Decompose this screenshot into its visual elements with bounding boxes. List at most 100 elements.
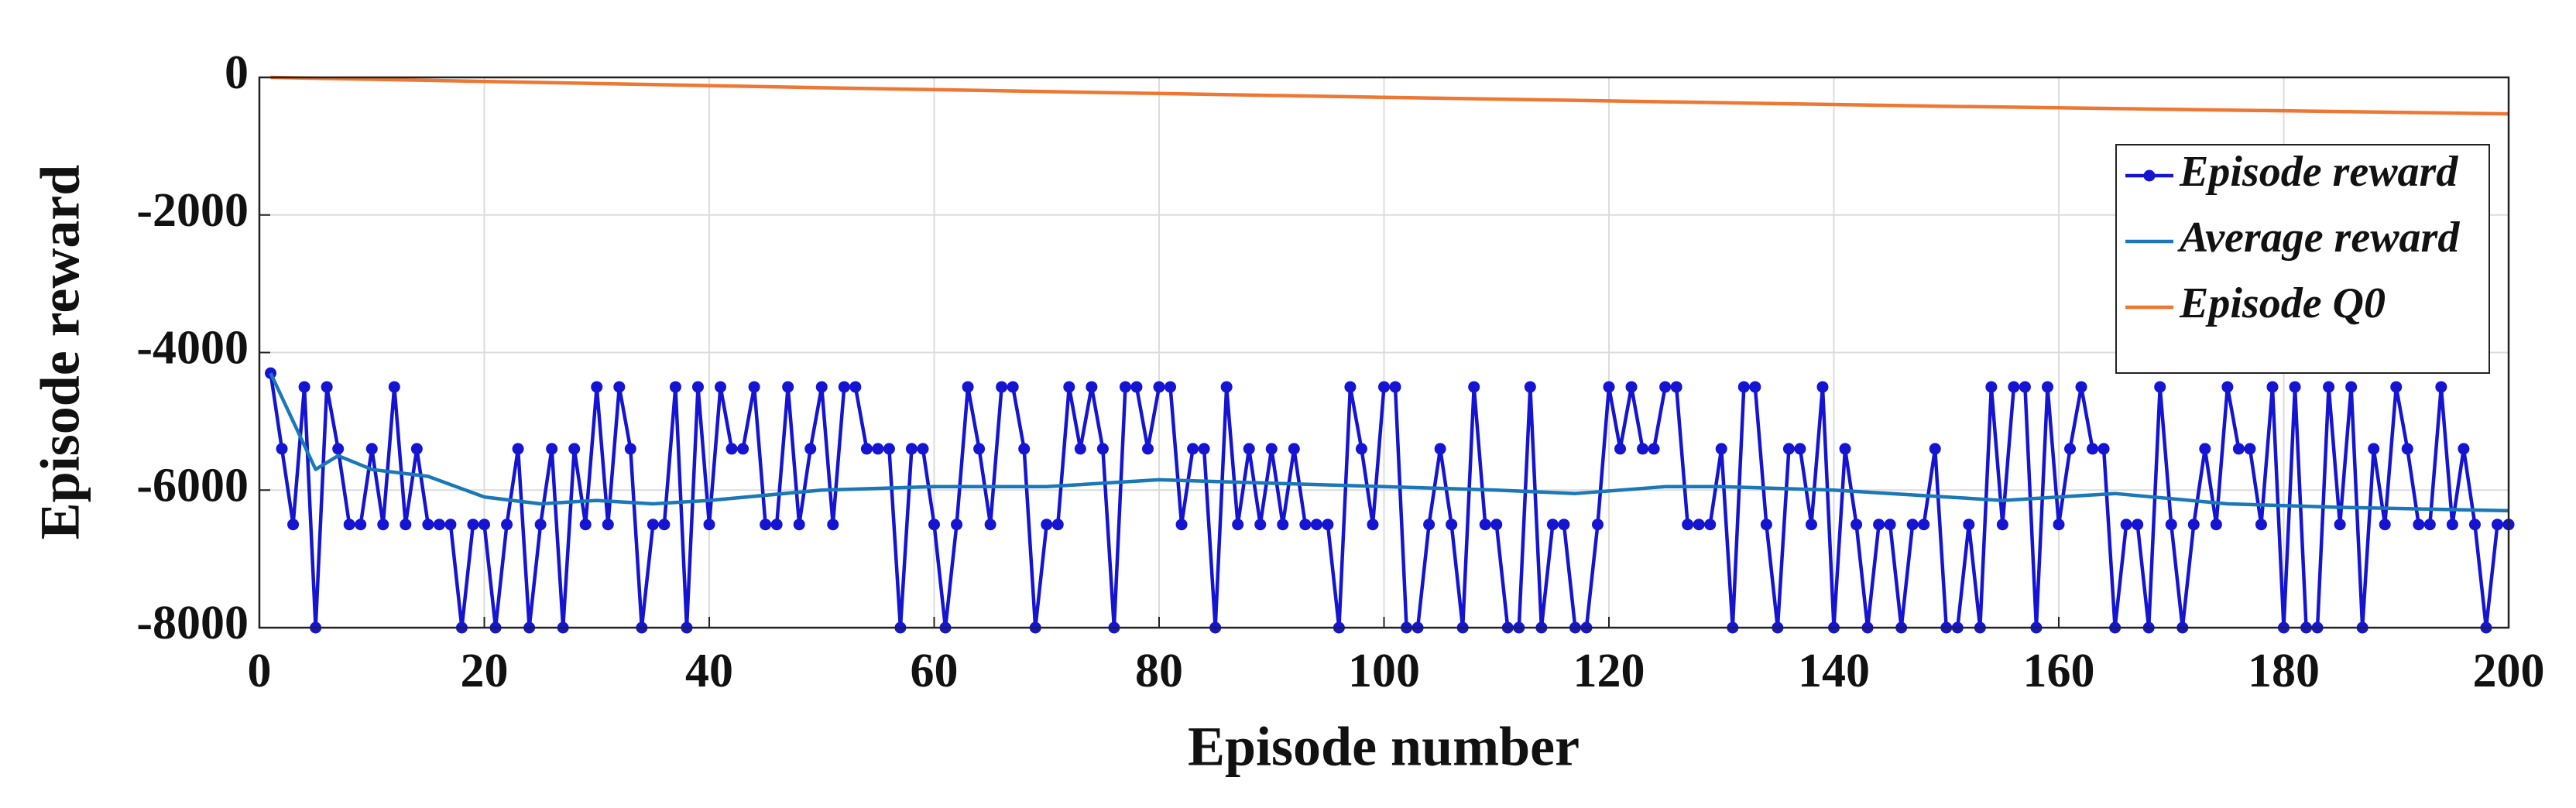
data-point xyxy=(1670,381,1682,393)
data-point xyxy=(1288,443,1300,455)
data-point xyxy=(1096,443,1109,455)
data-point xyxy=(827,519,839,531)
x-tick-label: 140 xyxy=(1798,645,1870,697)
data-point xyxy=(1929,443,1941,455)
data-point xyxy=(1637,443,1649,455)
data-point xyxy=(478,519,490,531)
data-point xyxy=(804,443,817,455)
data-point xyxy=(1007,381,1019,393)
data-point xyxy=(613,381,626,393)
data-point xyxy=(2075,381,2087,393)
data-point xyxy=(782,381,794,393)
data-point xyxy=(591,381,603,393)
data-point xyxy=(1737,381,1750,393)
data-point xyxy=(748,381,760,393)
data-point xyxy=(2435,381,2447,393)
y-tick-label: -8000 xyxy=(136,597,249,649)
data-point xyxy=(1051,519,1064,531)
data-point xyxy=(2232,443,2245,455)
data-point xyxy=(1693,519,1705,531)
data-point xyxy=(1851,519,1863,531)
data-point xyxy=(984,519,996,531)
legend-label: Episode reward xyxy=(2179,148,2458,196)
data-point xyxy=(2019,381,2031,393)
data-point xyxy=(815,381,828,393)
data-point xyxy=(1906,519,1919,531)
data-point xyxy=(793,519,805,531)
data-point xyxy=(1805,519,1817,531)
data-point xyxy=(1524,381,1536,393)
data-point xyxy=(1165,381,1177,393)
data-point xyxy=(1153,381,1165,393)
data-point xyxy=(1963,519,1975,531)
data-point xyxy=(725,443,738,455)
x-tick-label: 100 xyxy=(1348,645,1420,697)
legend-marker xyxy=(2143,169,2156,182)
x-tick-label: 120 xyxy=(1573,645,1645,697)
x-tick-label: 20 xyxy=(461,645,509,697)
data-point xyxy=(298,381,310,393)
data-point xyxy=(400,519,412,531)
data-point xyxy=(1175,519,1188,531)
data-point xyxy=(1187,443,1199,455)
data-point xyxy=(883,443,895,455)
data-point xyxy=(1367,519,1379,531)
data-point xyxy=(1682,519,1694,531)
data-point xyxy=(1715,443,1727,455)
legend-box xyxy=(2115,144,2490,374)
data-point xyxy=(2401,443,2413,455)
data-point xyxy=(1839,443,1851,455)
y-axis-label: Episode reward xyxy=(29,165,91,540)
data-point xyxy=(1873,519,1885,531)
data-point xyxy=(602,519,614,531)
data-point xyxy=(433,519,445,531)
series-line xyxy=(269,372,2509,513)
data-point xyxy=(343,519,355,531)
data-point xyxy=(1254,519,1267,531)
x-tick-label: 160 xyxy=(2023,645,2095,697)
data-point xyxy=(996,381,1008,393)
data-point xyxy=(2345,381,2358,393)
data-point xyxy=(2154,381,2166,393)
data-point xyxy=(2379,519,2391,531)
x-tick-label: 80 xyxy=(1135,645,1183,697)
legend-label: Episode Q0 xyxy=(2179,279,2386,327)
data-point xyxy=(1816,381,1829,393)
data-point xyxy=(1558,519,1570,531)
data-point xyxy=(1782,443,1795,455)
data-point xyxy=(1277,519,1289,531)
x-tick-label: 40 xyxy=(685,645,733,697)
data-point xyxy=(2323,381,2335,393)
data-point xyxy=(905,443,918,455)
data-point xyxy=(1041,519,1053,531)
data-point xyxy=(2368,443,2380,455)
x-tick-label: 200 xyxy=(2473,645,2545,697)
y-tick-label: -6000 xyxy=(136,459,249,512)
data-point xyxy=(624,443,636,455)
data-point xyxy=(838,381,850,393)
series-line xyxy=(270,75,2509,116)
x-tick-label: 0 xyxy=(248,645,272,697)
data-point xyxy=(2255,519,2267,531)
data-point xyxy=(760,519,772,531)
data-point xyxy=(872,443,884,455)
data-point xyxy=(1884,519,1896,531)
data-point xyxy=(2289,381,2301,393)
x-tick-label: 180 xyxy=(2248,645,2320,697)
data-point xyxy=(1355,443,1367,455)
data-point xyxy=(1119,381,1131,393)
plot-frame xyxy=(258,76,2510,629)
data-point xyxy=(2413,519,2425,531)
data-point xyxy=(715,381,727,393)
data-point xyxy=(1918,519,1930,531)
data-point xyxy=(2266,381,2279,393)
data-point xyxy=(2446,519,2458,531)
data-point xyxy=(501,519,513,531)
data-point xyxy=(770,519,783,531)
data-point xyxy=(377,519,389,531)
data-point xyxy=(467,519,479,531)
y-tick-label: -4000 xyxy=(136,322,249,375)
data-point xyxy=(568,443,581,455)
data-point xyxy=(1614,443,1627,455)
data-point xyxy=(691,381,704,393)
